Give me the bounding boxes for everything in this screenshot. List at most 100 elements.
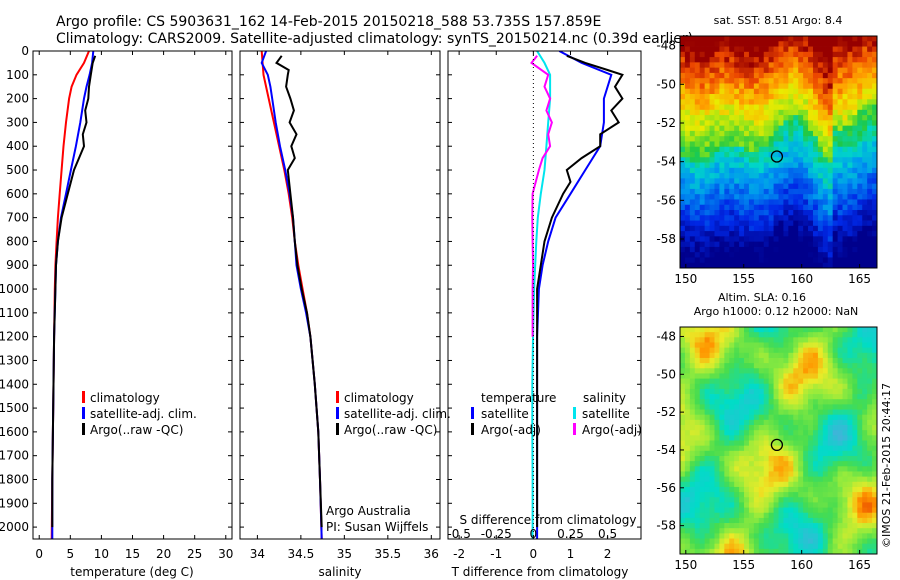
heatmap-cell <box>808 476 814 483</box>
heatmap-cell <box>798 492 804 498</box>
heatmap-cell <box>704 543 710 550</box>
heatmap-cell <box>788 399 794 405</box>
heatmap-cell <box>684 194 691 200</box>
heatmap-cell <box>852 178 858 185</box>
heatmap-cell <box>822 130 829 137</box>
sst-map-title: sat. SST: 8.51 Argo: 8.4 <box>714 14 843 27</box>
heatmap-cell <box>704 373 710 379</box>
heatmap-cell <box>827 62 834 69</box>
heatmap-cell <box>729 502 735 508</box>
heatmap-cell <box>699 78 706 84</box>
heatmap-cell <box>822 368 829 374</box>
heatmap-cell <box>837 373 843 379</box>
heatmap-cell <box>744 450 750 457</box>
heatmap-cell <box>788 162 794 169</box>
heatmap-cell <box>729 231 735 237</box>
heatmap-cell <box>763 136 770 142</box>
heatmap-cell <box>837 430 843 436</box>
heatmap-cell <box>724 388 730 395</box>
heatmap-cell <box>680 125 686 132</box>
heatmap-cell <box>714 332 720 338</box>
heatmap-cell <box>812 512 819 519</box>
temperature-axes-frame <box>32 50 233 540</box>
heatmap-cell <box>778 440 784 447</box>
heatmap-cell <box>842 252 848 258</box>
heatmap-cell <box>798 332 804 338</box>
heatmap-cell <box>689 528 696 534</box>
heatmap-cell <box>847 188 853 195</box>
heatmap-cell <box>783 246 789 253</box>
heatmap-cell <box>852 450 858 457</box>
heatmap-cell <box>837 352 843 359</box>
heatmap-cell <box>827 120 834 127</box>
heatmap-cell <box>788 414 794 421</box>
heatmap-cell <box>837 99 843 105</box>
heatmap-cell <box>872 435 877 441</box>
heatmap-cell <box>783 332 789 338</box>
heatmap-cell <box>689 414 696 421</box>
heatmap-cell <box>739 347 745 354</box>
heatmap-cell <box>783 236 789 243</box>
heatmap-cell <box>812 481 819 488</box>
heatmap-cell <box>812 425 819 431</box>
heatmap-cell <box>744 125 750 132</box>
heatmap-cell <box>748 62 755 69</box>
heatmap-cell <box>699 36 706 42</box>
heatmap-cell <box>842 62 848 69</box>
heatmap-cell <box>744 94 750 100</box>
heatmap-cell <box>763 327 770 333</box>
heatmap-cell <box>847 388 853 395</box>
heatmap-cell <box>719 146 725 153</box>
heatmap-cell <box>778 72 784 79</box>
heatmap-cell <box>822 125 829 132</box>
heatmap-cell <box>709 445 715 452</box>
heatmap-cell <box>788 435 794 441</box>
heatmap-cell <box>842 152 848 158</box>
heatmap-cell <box>783 257 789 264</box>
heatmap-cell <box>729 450 735 457</box>
heatmap-cell <box>778 419 784 426</box>
heatmap-cell <box>808 445 814 452</box>
heatmap-cell <box>704 136 710 142</box>
heatmap-cell <box>867 409 873 416</box>
heatmap-cell <box>862 162 868 169</box>
heatmap-cell <box>714 157 720 163</box>
heatmap-cell <box>788 497 794 503</box>
heatmap-cell <box>812 414 819 421</box>
heatmap-cell <box>822 533 829 539</box>
heatmap-cell <box>857 512 863 519</box>
heatmap-cell <box>694 492 701 498</box>
heatmap-cell <box>753 125 760 132</box>
heatmap-cell <box>739 41 745 47</box>
heatmap-cell <box>680 246 686 253</box>
heatmap-cell <box>739 252 745 258</box>
heatmap-cell <box>748 36 755 42</box>
heatmap-cell <box>694 404 701 410</box>
heatmap-cell <box>867 347 873 354</box>
heatmap-cell <box>753 425 760 431</box>
heatmap-cell <box>773 72 779 79</box>
heatmap-cell <box>832 368 838 374</box>
heatmap-cell <box>822 36 829 42</box>
heatmap-cell <box>867 83 873 90</box>
heatmap-cell <box>842 141 848 148</box>
heatmap-cell <box>862 368 868 374</box>
heatmap-cell <box>798 435 804 441</box>
heatmap-cell <box>778 246 784 253</box>
heatmap-cell <box>808 388 814 395</box>
heatmap-cell <box>758 388 765 395</box>
heatmap-cell <box>689 378 696 385</box>
heatmap-cell <box>719 241 725 248</box>
heatmap-cell <box>773 450 779 457</box>
heatmap-cell <box>680 486 686 493</box>
heatmap-cell <box>837 461 843 467</box>
heatmap-cell <box>783 337 789 343</box>
heatmap-cell <box>832 109 838 116</box>
heatmap-cell <box>783 125 789 132</box>
heatmap-cell <box>753 507 760 514</box>
heatmap-cell <box>852 327 858 333</box>
heatmap-cell <box>783 220 789 227</box>
heatmap-cell <box>872 471 877 478</box>
heatmap-cell <box>753 466 760 472</box>
heatmap-cell <box>773 466 779 472</box>
